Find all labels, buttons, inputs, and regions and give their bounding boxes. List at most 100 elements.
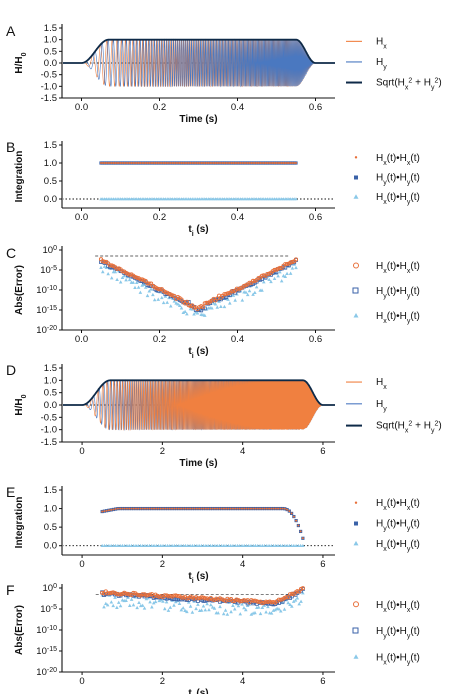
plot-area [63,161,335,201]
data-point [251,278,256,283]
data-point [216,162,219,164]
data-point [241,598,247,603]
data-point [231,543,235,548]
data-point [120,269,125,274]
data-point [141,507,144,510]
legend-swatch [353,540,359,546]
data-point [168,543,172,548]
data-point [292,543,296,548]
data-point [278,270,282,274]
data-point [187,162,190,164]
data-point [242,605,246,610]
data-point [120,543,125,548]
data-point [251,598,256,603]
data-point [291,599,296,603]
x-tick-label: 0.2 [153,212,166,223]
data-point [235,162,238,164]
data-point [160,162,163,164]
data-point [107,509,110,512]
data-point [230,162,233,164]
data-point [102,543,107,548]
data-point [112,508,115,511]
data-point [279,507,282,510]
data-point [192,543,197,548]
legend-swatch [353,262,359,269]
data-point [289,591,294,596]
data-point [157,594,162,599]
data-point [163,294,168,298]
data-point [184,507,187,510]
y-tick-label: 0.0 [44,400,57,411]
data-point [195,596,200,601]
data-point [263,507,266,510]
data-point [162,606,167,611]
data-point [183,543,188,548]
data-point [233,298,237,302]
data-point [301,591,305,595]
data-point [132,162,135,164]
data-point [109,590,114,595]
data-point [113,270,118,274]
panel-a: A0.0 0.2 0.4 0.6-1.5-1.0-0.50.00.51.01.5H/H… [6,23,442,125]
data-point [261,162,264,164]
data-point [144,593,149,598]
y-tick-label: 1.0 [44,504,57,515]
legend-label: Hx(t)•Hx(t) [376,261,420,275]
data-point [277,265,282,270]
data-point [134,543,138,548]
data-point [110,162,113,164]
x-tick-label: 0.4 [231,102,244,113]
data-point [290,604,294,608]
data-point [243,162,246,164]
data-point [207,507,210,510]
data-point [225,291,231,296]
data-point [183,309,187,314]
data-point [256,605,261,609]
x-tick-label: 2 [160,559,165,570]
data-point [210,605,215,609]
data-point [221,611,226,616]
data-point [282,607,287,611]
legend-swatch [352,287,359,294]
data-point [262,162,265,164]
data-point [109,276,114,280]
legend: Hx Hy Sqrt(Hx2 + Hy2) [346,377,442,434]
y-axis-label: H/H0 [14,394,28,415]
legend-swatch [352,627,359,634]
data-point [204,507,207,510]
legend-swatch [353,313,359,318]
data-point [182,507,185,510]
data-point [284,595,289,600]
plot-area [63,379,335,431]
data-point [260,601,265,606]
data-point [231,293,236,297]
x-tick-label: 6 [320,559,325,570]
data-point [107,263,112,268]
data-point [207,607,211,612]
data-point [156,543,161,548]
data-point [244,290,248,294]
data-point [147,543,152,548]
data-point [116,592,121,597]
data-point [265,507,268,510]
data-point [102,605,106,609]
data-point [140,603,145,607]
data-point [164,600,169,604]
data-point [138,277,143,282]
data-point [293,598,298,602]
data-point [273,607,278,612]
data-point [173,162,176,164]
data-point [180,162,183,164]
data-point [125,591,130,596]
data-point [272,507,275,510]
data-point [105,509,108,512]
data-point [113,595,117,599]
data-point [195,543,199,548]
data-point [271,543,276,548]
data-point [268,162,271,164]
data-point [168,605,173,609]
data-point [118,280,123,284]
legend-label: Sqrt(Hx2 + Hy2) [376,420,442,434]
data-point [194,606,198,611]
data-point [223,162,226,164]
